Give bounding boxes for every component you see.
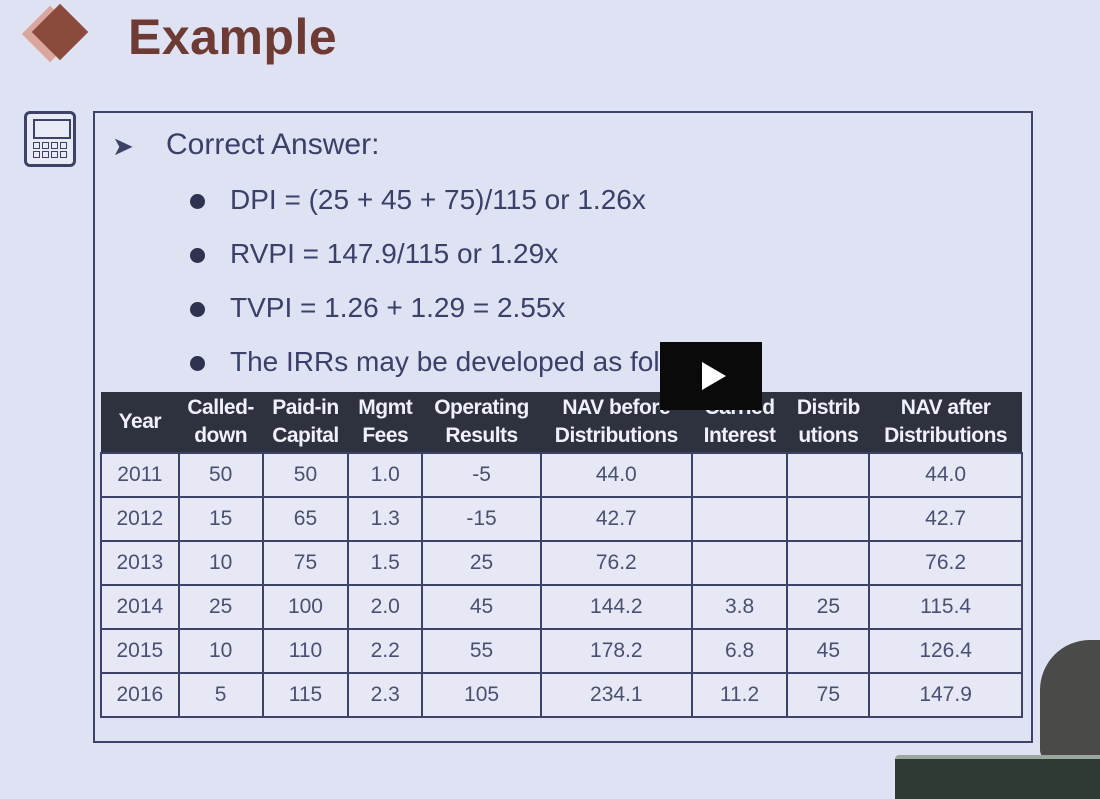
table-cell: 234.1 [539,672,693,718]
table-cell: 6.8 [690,628,789,674]
table-cell: 2011 [100,452,180,498]
bullet-text: The IRRs may be developed as follows: [230,346,724,377]
desk-object [895,755,1100,799]
table-cell: 45 [786,628,871,674]
table-row: 2013 10 75 1.5 25 76.2 76.2 [100,540,1023,586]
column-header: NAV before Distributions [540,392,692,453]
bullet-dot-icon [190,194,205,210]
table-cell: 1.3 [347,496,424,542]
bullet-item: DPI = (25 + 45 + 75)/115 or 1.26x [190,184,646,216]
bullet-text: DPI = (25 + 45 + 75)/115 or 1.26x [230,184,646,215]
column-header: Called-down [178,392,263,453]
table-cell: 115 [261,672,350,718]
table-cell: 44.0 [539,452,693,498]
table-cell: 15 [177,496,264,542]
column-header: Year [101,392,179,453]
table-cell [786,452,871,498]
table-cell: 147.9 [868,672,1023,718]
table-cell [786,540,871,586]
table-cell: 2016 [100,672,180,718]
column-header: Distrib utions [787,392,870,453]
table-cell: 1.5 [347,540,424,586]
bullet-item: RVPI = 147.9/115 or 1.29x [190,238,558,270]
content-box [93,111,1033,743]
table-cell: 2014 [100,584,180,630]
table-cell: 42.7 [868,496,1023,542]
table-cell: 110 [261,628,350,674]
table-cell [690,452,789,498]
table-cell: 5 [177,672,264,718]
column-header: Operating Results [422,392,541,453]
table-cell: 178.2 [539,628,693,674]
table-cell: 25 [421,540,542,586]
table-cell: 1.0 [347,452,424,498]
table-cell: 115.4 [868,584,1023,630]
table-row: 2014 25 100 2.0 45 144.2 3.8 25 115.4 [100,584,1023,630]
table-cell: 76.2 [868,540,1023,586]
table-row: 2011 50 50 1.0 -5 44.0 44.0 [100,452,1023,498]
table-cell: 10 [177,628,264,674]
bullet-dot-icon [190,356,205,372]
table-cell: 11.2 [690,672,789,718]
table-cell: 100 [261,584,350,630]
table-cell: 10 [177,540,264,586]
bullet-dot-icon [190,248,205,264]
heading: Correct Answer: [166,128,380,161]
irr-table: Year Called-down Paid-in Capital Mgmt Fees Ope… [100,392,1023,718]
table-cell: -15 [421,496,542,542]
table-cell: 25 [786,584,871,630]
table-row: 2015 10 110 2.2 55 178.2 6.8 45 126.4 [100,628,1023,674]
bullet-text: TVPI = 1.26 + 1.29 = 2.55x [230,292,566,323]
table-cell: 65 [261,496,350,542]
table-cell: 50 [177,452,264,498]
presenter-figure [1040,640,1100,760]
table-cell [690,496,789,542]
table-cell: 25 [177,584,264,630]
table-cell: 3.8 [690,584,789,630]
column-header: NAV after Distributions [869,392,1022,453]
table-cell: 2.3 [347,672,424,718]
table-cell [786,496,871,542]
play-button[interactable] [660,342,762,410]
table-cell: 75 [786,672,871,718]
calculator-icon [24,111,76,167]
table-cell: 144.2 [539,584,693,630]
table-cell: 2.2 [347,628,424,674]
table-cell: 2015 [100,628,180,674]
table-cell: 2013 [100,540,180,586]
table-cell: 126.4 [868,628,1023,674]
table-header-row: Year Called-down Paid-in Capital Mgmt Fees Ope… [101,392,1022,453]
bullet-text: RVPI = 147.9/115 or 1.29x [230,238,559,269]
table-cell: 2.0 [347,584,424,630]
column-header: Paid-in Capital [262,392,349,453]
slide-title: Example [128,9,338,65]
bullet-item: The IRRs may be developed as follows: [190,346,723,378]
table-row: 2012 15 65 1.3 -15 42.7 42.7 [100,496,1023,542]
table-cell: 76.2 [539,540,693,586]
bullet-item: TVPI = 1.26 + 1.29 = 2.55x [190,292,565,324]
table-cell: 105 [421,672,542,718]
table-cell: 2012 [100,496,180,542]
table-cell: 50 [261,452,350,498]
table-cell: 44.0 [868,452,1023,498]
table-cell: 75 [261,540,350,586]
table-cell: 55 [421,628,542,674]
column-header: Mgmt Fees [348,392,423,453]
table-row: 2016 5 115 2.3 105 234.1 11.2 75 147.9 [100,672,1023,718]
table-cell: -5 [421,452,542,498]
arrow-bullet-icon: ➤ [112,131,134,161]
play-icon [702,362,726,390]
table-cell [690,540,789,586]
table-cell: 45 [421,584,542,630]
table-cell: 42.7 [539,496,693,542]
bullet-dot-icon [190,302,205,318]
